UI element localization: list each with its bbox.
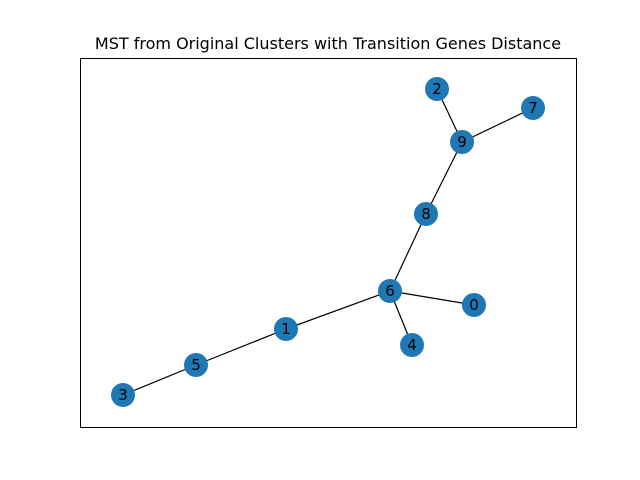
edge-9-7 [461,107,534,143]
node-circle-3 [111,383,135,407]
node-label-6: 6 [385,282,395,300]
node-circle-0 [462,293,486,317]
node-circle-7 [521,96,545,120]
edge-6-8 [389,213,427,292]
node-0: 0 [462,293,486,317]
node-label-1: 1 [281,320,291,338]
node-circle-4 [400,333,424,357]
node-9: 9 [450,130,474,154]
node-4: 4 [400,333,424,357]
node-circle-8 [414,202,438,226]
node-circle-2 [425,77,449,101]
node-circle-5 [184,353,208,377]
node-circle-9 [450,130,474,154]
plot-frame [80,58,577,428]
node-6: 6 [378,279,402,303]
node-8: 8 [414,202,438,226]
node-3: 3 [111,383,135,407]
figure-title: MST from Original Clusters with Transiti… [95,34,561,53]
edge-8-9 [425,141,463,215]
node-label-4: 4 [407,336,417,354]
node-label-7: 7 [528,99,538,117]
edge-6-0 [389,290,475,306]
node-1: 1 [274,317,298,341]
edge-5-1 [195,328,287,366]
node-circle-1 [274,317,298,341]
node-label-5: 5 [191,356,201,374]
node-label-3: 3 [118,386,128,404]
edge-3-5 [122,364,197,396]
node-7: 7 [521,96,545,120]
nodes-layer: 0 1 2 3 4 5 6 7 8 9 [111,77,545,407]
node-label-8: 8 [421,205,431,223]
node-circle-6 [378,279,402,303]
edge-1-6 [285,290,391,330]
node-label-9: 9 [457,133,467,151]
node-label-2: 2 [432,80,442,98]
node-5: 5 [184,353,208,377]
node-label-0: 0 [469,296,479,314]
node-2: 2 [425,77,449,101]
